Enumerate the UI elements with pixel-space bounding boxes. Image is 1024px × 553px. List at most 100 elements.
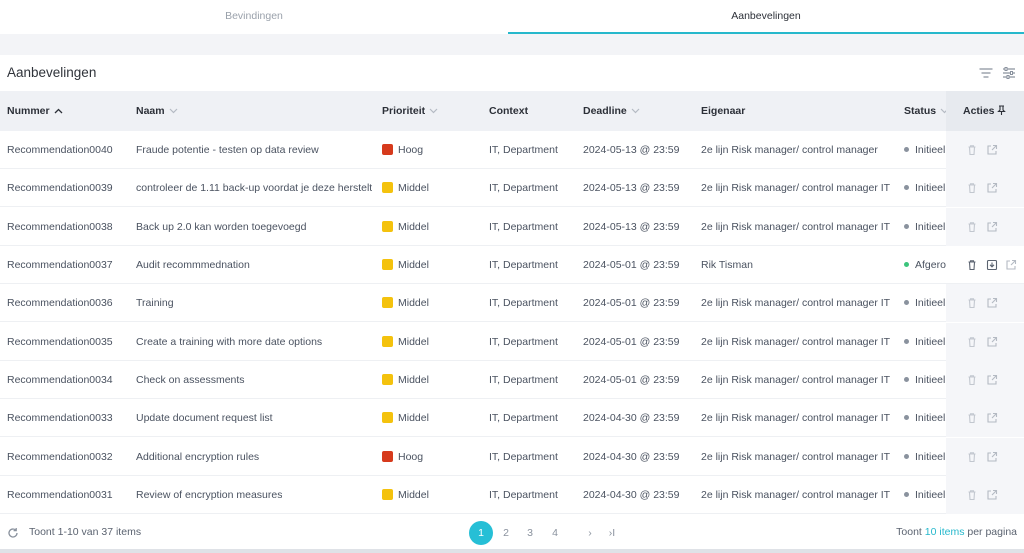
table-row[interactable]: Recommendation0032 Additional encryption … bbox=[0, 438, 1024, 476]
recommendation-name[interactable]: Update document request list bbox=[136, 412, 273, 424]
status-label: Initieel bbox=[915, 412, 946, 424]
page-button[interactable]: 3 bbox=[527, 527, 533, 539]
open-external-icon[interactable] bbox=[986, 221, 998, 233]
row-actions bbox=[946, 169, 1024, 207]
delete-icon[interactable] bbox=[966, 182, 978, 194]
delete-icon[interactable] bbox=[966, 374, 978, 386]
table-row[interactable]: Recommendation0034 Check on assessments Mi… bbox=[0, 361, 1024, 399]
status-label: Initieel bbox=[915, 489, 946, 501]
context-cell: IT, Department bbox=[489, 374, 558, 386]
delete-icon[interactable] bbox=[966, 451, 978, 463]
delete-icon[interactable] bbox=[966, 412, 978, 424]
priority-indicator bbox=[382, 488, 393, 500]
deadline-cell: 2024-05-13 @ 23:59 bbox=[583, 182, 680, 194]
deadline-cell: 2024-05-01 @ 23:59 bbox=[583, 336, 680, 348]
open-external-icon[interactable] bbox=[986, 336, 998, 348]
column-header-status-label: Status bbox=[904, 105, 937, 117]
refresh-icon[interactable] bbox=[7, 527, 19, 539]
next-page-button[interactable]: › bbox=[588, 527, 592, 539]
pin-icon[interactable] bbox=[997, 105, 1006, 119]
column-header-status[interactable]: Status bbox=[904, 91, 949, 131]
priority-cell: Hoog bbox=[382, 131, 423, 169]
column-header-deadline[interactable]: Deadline bbox=[583, 91, 640, 131]
column-settings-icon[interactable] bbox=[1002, 66, 1016, 80]
recommendation-number[interactable]: Recommendation0033 bbox=[7, 412, 113, 424]
status-dot bbox=[904, 376, 909, 382]
per-page-select[interactable]: 10 items bbox=[924, 526, 965, 538]
open-external-icon[interactable] bbox=[986, 144, 998, 156]
priority-cell: Middel bbox=[382, 399, 429, 437]
column-header-eigenaar-label: Eigenaar bbox=[701, 105, 746, 117]
per-page-prefix: Toont bbox=[896, 526, 925, 538]
item-count: Toont 1-10 van 37 items bbox=[29, 526, 142, 538]
status-cell: Afgerond bbox=[904, 246, 946, 284]
page-button[interactable]: 2 bbox=[503, 527, 509, 539]
open-external-icon[interactable] bbox=[986, 412, 998, 424]
recommendation-name[interactable]: Additional encryption rules bbox=[136, 451, 260, 463]
page-button[interactable]: 4 bbox=[552, 527, 558, 539]
status-cell: Initieel bbox=[904, 131, 946, 169]
page-title: Aanbevelingen bbox=[7, 65, 97, 80]
priority-indicator bbox=[382, 411, 393, 423]
column-header-naam[interactable]: Naam bbox=[136, 91, 178, 131]
status-label: Initieel bbox=[915, 182, 946, 194]
table-row[interactable]: Recommendation0033 Update document reques… bbox=[0, 399, 1024, 437]
recommendation-name[interactable]: Training bbox=[136, 297, 174, 309]
priority-indicator bbox=[382, 220, 393, 232]
open-external-icon[interactable] bbox=[986, 489, 998, 501]
recommendation-number[interactable]: Recommendation0038 bbox=[7, 221, 113, 233]
column-header-context[interactable]: Context bbox=[489, 91, 528, 131]
chevron-down-icon[interactable] bbox=[631, 91, 640, 131]
row-actions bbox=[946, 361, 1024, 399]
tab-bevindingen[interactable]: Bevindingen bbox=[225, 10, 283, 22]
column-header-nummer[interactable]: Nummer bbox=[7, 91, 63, 131]
recommendation-name[interactable]: Review of encryption measures bbox=[136, 489, 283, 501]
download-icon[interactable] bbox=[986, 259, 998, 271]
recommendation-name[interactable]: controleer de 1.11 back-up voordat je de… bbox=[136, 182, 373, 194]
recommendation-number[interactable]: Recommendation0039 bbox=[7, 182, 113, 194]
table-row[interactable]: Recommendation0036 Training Middel IT, Depa… bbox=[0, 284, 1024, 322]
column-header-prioriteit[interactable]: Prioriteit bbox=[382, 91, 438, 131]
page-button[interactable]: 1 bbox=[469, 521, 493, 545]
table-row[interactable]: Recommendation0040 Fraude potentie - test… bbox=[0, 131, 1024, 169]
table-row[interactable]: Recommendation0031 Review of encryption m… bbox=[0, 476, 1024, 514]
recommendation-number[interactable]: Recommendation0032 bbox=[7, 451, 113, 463]
recommendation-number[interactable]: Recommendation0034 bbox=[7, 374, 113, 386]
open-external-icon[interactable] bbox=[986, 297, 998, 309]
sort-ascending-icon[interactable] bbox=[54, 91, 63, 131]
chevron-down-icon[interactable] bbox=[169, 91, 178, 131]
table-row[interactable]: Recommendation0035 Create a training with… bbox=[0, 323, 1024, 361]
delete-icon[interactable] bbox=[966, 297, 978, 309]
context-cell: IT, Department bbox=[489, 336, 558, 348]
recommendation-number[interactable]: Recommendation0036 bbox=[7, 297, 113, 309]
tab-aanbevelingen[interactable]: Aanbevelingen bbox=[508, 0, 1024, 34]
recommendation-name[interactable]: Fraude potentie - testen op data review bbox=[136, 144, 319, 156]
recommendation-name[interactable]: Audit recommmednation bbox=[136, 259, 250, 271]
column-header-eigenaar[interactable]: Eigenaar bbox=[701, 91, 745, 131]
table-row[interactable]: Recommendation0037 Audit recommmednation M… bbox=[0, 246, 1024, 284]
open-external-icon[interactable] bbox=[986, 451, 998, 463]
last-page-button[interactable]: ›I bbox=[608, 527, 616, 539]
recommendation-name[interactable]: Create a training with more date options bbox=[136, 336, 323, 348]
filter-icon[interactable] bbox=[979, 66, 993, 80]
open-external-icon[interactable] bbox=[1005, 259, 1017, 271]
table-row[interactable]: Recommendation0038 Back up 2.0 kan worden… bbox=[0, 208, 1024, 246]
table-row[interactable]: Recommendation0039 controleer de 1.11 bac… bbox=[0, 169, 1024, 207]
delete-icon[interactable] bbox=[966, 336, 978, 348]
open-external-icon[interactable] bbox=[986, 374, 998, 386]
recommendation-number[interactable]: Recommendation0040 bbox=[7, 144, 113, 156]
recommendation-number[interactable]: Recommendation0035 bbox=[7, 336, 113, 348]
recommendation-name[interactable]: Check on assessments bbox=[136, 374, 245, 386]
status-label: Initieel bbox=[915, 297, 946, 309]
recommendation-name[interactable]: Back up 2.0 kan worden toegevoegd bbox=[136, 221, 307, 233]
recommendation-number[interactable]: Recommendation0037 bbox=[7, 259, 113, 271]
delete-icon[interactable] bbox=[966, 259, 978, 271]
delete-icon[interactable] bbox=[966, 489, 978, 501]
delete-icon[interactable] bbox=[966, 144, 978, 156]
priority-label: Middel bbox=[398, 412, 429, 424]
chevron-down-icon[interactable] bbox=[429, 91, 438, 131]
delete-icon[interactable] bbox=[966, 221, 978, 233]
recommendation-number[interactable]: Recommendation0031 bbox=[7, 489, 113, 501]
open-external-icon[interactable] bbox=[986, 182, 998, 194]
deadline-cell: 2024-05-13 @ 23:59 bbox=[583, 221, 680, 233]
